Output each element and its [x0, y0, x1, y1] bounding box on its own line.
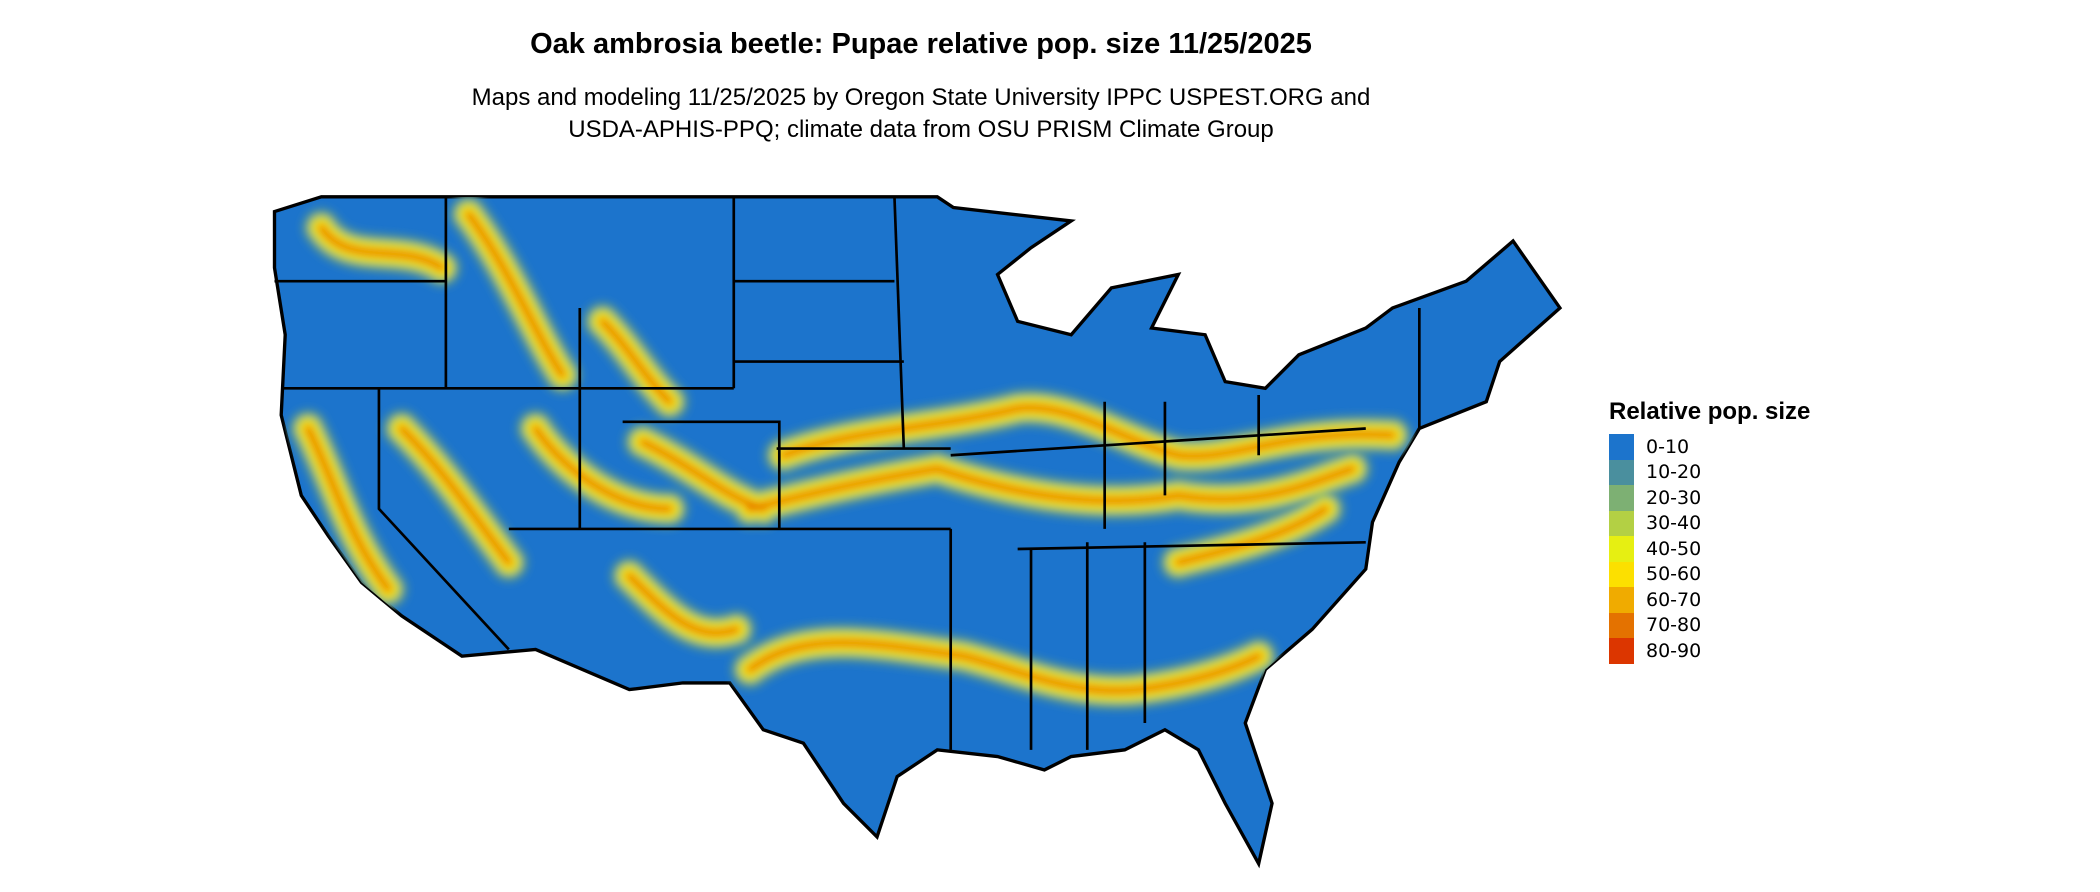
- legend-item: 30-40: [1609, 510, 1810, 536]
- legend-swatch: [1609, 587, 1634, 613]
- state-border: [622, 420, 781, 529]
- legend-item: 20-30: [1609, 485, 1810, 511]
- legend: Relative pop. size 0-10 10-20 20-30 30-40 40…: [1609, 398, 1810, 664]
- legend-item: 70-80: [1609, 612, 1810, 638]
- legend-swatch: [1609, 459, 1634, 485]
- legend-swatch: [1609, 485, 1634, 511]
- state-border: [950, 427, 1366, 457]
- legend-label: 30-40: [1646, 512, 1702, 535]
- legend-label: 60-70: [1646, 588, 1702, 611]
- population-band: [318, 210, 673, 406]
- legend-item: 10-20: [1609, 459, 1810, 485]
- legend-title: Relative pop. size: [1609, 398, 1811, 425]
- state-border: [1017, 540, 1366, 551]
- legend-swatch: [1609, 612, 1634, 638]
- legend-item: 50-60: [1609, 561, 1810, 587]
- state-border: [893, 196, 906, 449]
- legend-swatch: [1609, 561, 1634, 587]
- state-borders: [274, 196, 1421, 750]
- legend-item: 60-70: [1609, 587, 1810, 613]
- state-border: [377, 388, 510, 651]
- conus-landmass: [272, 195, 1563, 869]
- legend-label: 20-30: [1646, 486, 1702, 509]
- legend-label: 40-50: [1646, 537, 1702, 560]
- population-band: [746, 639, 1263, 694]
- legend-swatch: [1609, 510, 1634, 536]
- legend-item: 80-90: [1609, 638, 1810, 664]
- legend-swatch: [1609, 434, 1634, 460]
- map-subtitle-line-1: Maps and modeling 11/25/2025 by Oregon S…: [471, 84, 1371, 111]
- map-title: Oak ambrosia beetle: Pupae relative pop.…: [530, 28, 1312, 60]
- population-band: [304, 425, 767, 593]
- map-subtitle-line-2: USDA-APHIS-PPQ; climate data from OSU PR…: [568, 116, 1274, 143]
- legend-item: 40-50: [1609, 536, 1810, 562]
- legend-label: 80-90: [1646, 639, 1702, 662]
- legend-label: 0-10: [1646, 435, 1690, 458]
- legend-item: 0-10: [1609, 434, 1810, 460]
- population-band: [746, 465, 1356, 513]
- legend-label: 50-60: [1646, 563, 1702, 586]
- population-bands: [287, 196, 1413, 711]
- population-band: [779, 404, 1396, 460]
- population-band: [625, 505, 1329, 637]
- legend-swatch: [1609, 638, 1634, 664]
- legend-swatch: [1609, 536, 1634, 562]
- legend-label: 10-20: [1646, 461, 1702, 484]
- legend-label: 70-80: [1646, 614, 1702, 637]
